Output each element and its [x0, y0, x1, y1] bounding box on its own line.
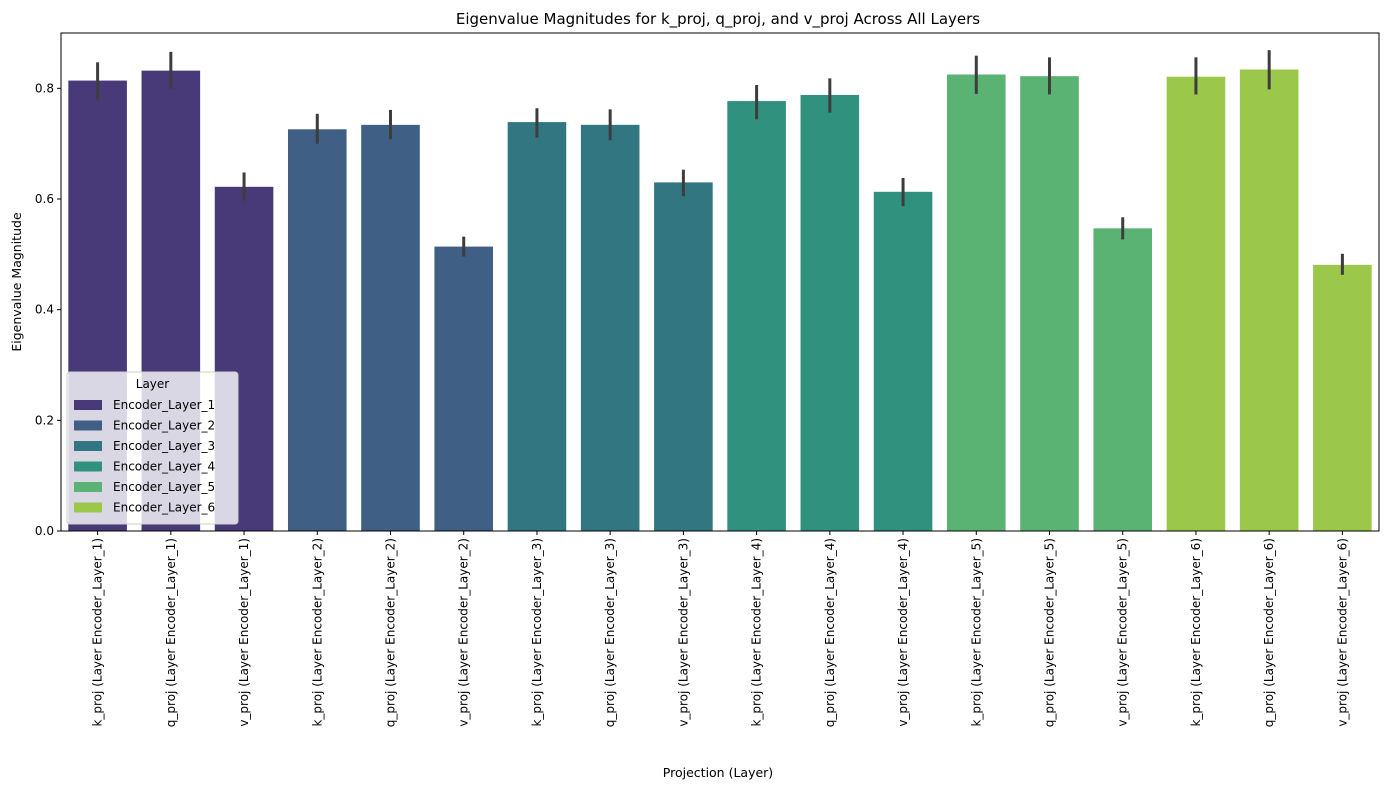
x-tick-label: k_proj (Layer Encoder_Layer_3) — [530, 538, 544, 727]
bar — [1166, 76, 1226, 532]
legend-swatch — [74, 482, 102, 492]
bar — [580, 124, 640, 531]
bar — [434, 246, 494, 531]
chart-title: Eigenvalue Magnitudes for k_proj, q_proj… — [456, 10, 980, 29]
x-tick-label: k_proj (Layer Encoder_Layer_2) — [310, 538, 324, 727]
x-tick-label: v_proj (Layer Encoder_Layer_4) — [896, 538, 910, 727]
bar — [873, 191, 933, 531]
x-tick-label: q_proj (Layer Encoder_Layer_3) — [603, 538, 617, 727]
x-tick-label: q_proj (Layer Encoder_Layer_4) — [823, 538, 837, 727]
y-tick-label: 0.6 — [35, 192, 54, 206]
legend-box — [66, 371, 239, 525]
x-tick-label: v_proj (Layer Encoder_Layer_3) — [676, 538, 690, 727]
bar — [1239, 69, 1299, 532]
x-tick-label: v_proj (Layer Encoder_Layer_1) — [237, 538, 251, 727]
x-tick-label: q_proj (Layer Encoder_Layer_1) — [164, 538, 178, 727]
bar — [1313, 264, 1372, 531]
y-axis: 0.0 0.2 0.4 0.6 0.8 — [35, 81, 61, 538]
legend-item-label: Encoder_Layer_3 — [113, 439, 215, 453]
x-tick-label: q_proj (Layer Encoder_Layer_5) — [1043, 538, 1057, 727]
legend-item-label: Encoder_Layer_4 — [113, 460, 215, 474]
bar — [287, 129, 347, 531]
legend-swatch — [74, 502, 102, 513]
bar — [946, 74, 1006, 531]
x-axis-label: Projection (Layer) — [663, 765, 773, 780]
x-tick-label: q_proj (Layer Encoder_Layer_2) — [384, 538, 398, 727]
legend-swatch — [74, 400, 102, 410]
x-tick-label: v_proj (Layer Encoder_Layer_5) — [1116, 538, 1130, 727]
x-tick-label: k_proj (Layer Encoder_Layer_6) — [1189, 538, 1203, 727]
bar — [1020, 76, 1079, 531]
x-tick-label: k_proj (Layer Encoder_Layer_1) — [91, 538, 105, 727]
legend-swatch — [74, 420, 102, 431]
bar — [507, 122, 567, 531]
error-bars-group — [96, 50, 1344, 275]
x-tick-label: k_proj (Layer Encoder_Layer_5) — [969, 538, 983, 727]
x-tick-label: q_proj (Layer Encoder_Layer_6) — [1262, 538, 1276, 727]
legend-item-label: Encoder_Layer_6 — [113, 501, 215, 515]
x-tick-label: k_proj (Layer Encoder_Layer_4) — [750, 538, 764, 727]
bar — [361, 124, 420, 531]
y-axis-label: Eigenvalue Magnitude — [9, 212, 24, 352]
bar — [800, 94, 860, 532]
y-tick-label: 0.4 — [35, 303, 54, 317]
bar — [727, 101, 786, 531]
y-tick-label: 0.2 — [35, 413, 54, 427]
bar — [1093, 228, 1153, 531]
legend-item-label: Encoder_Layer_1 — [113, 398, 215, 412]
legend-title: Layer — [136, 377, 170, 391]
legend-swatch — [74, 441, 102, 451]
bar — [654, 182, 713, 531]
y-tick-label: 0.0 — [35, 524, 54, 538]
legend-item-label: Encoder_Layer_2 — [113, 419, 215, 433]
x-axis: k_proj (Layer Encoder_Layer_1) q_proj (La… — [91, 531, 1349, 727]
x-tick-label: v_proj (Layer Encoder_Layer_6) — [1335, 538, 1349, 727]
x-tick-label: v_proj (Layer Encoder_Layer_2) — [457, 538, 471, 727]
legend: Layer Encoder_Layer_1 Encoder_Layer_2 Encod… — [66, 371, 239, 525]
y-tick-label: 0.8 — [35, 81, 54, 95]
plot-frame — [60, 32, 1380, 532]
legend-swatch — [74, 461, 102, 472]
bars-group — [68, 69, 1372, 532]
legend-item-label: Encoder_Layer_5 — [113, 480, 215, 494]
